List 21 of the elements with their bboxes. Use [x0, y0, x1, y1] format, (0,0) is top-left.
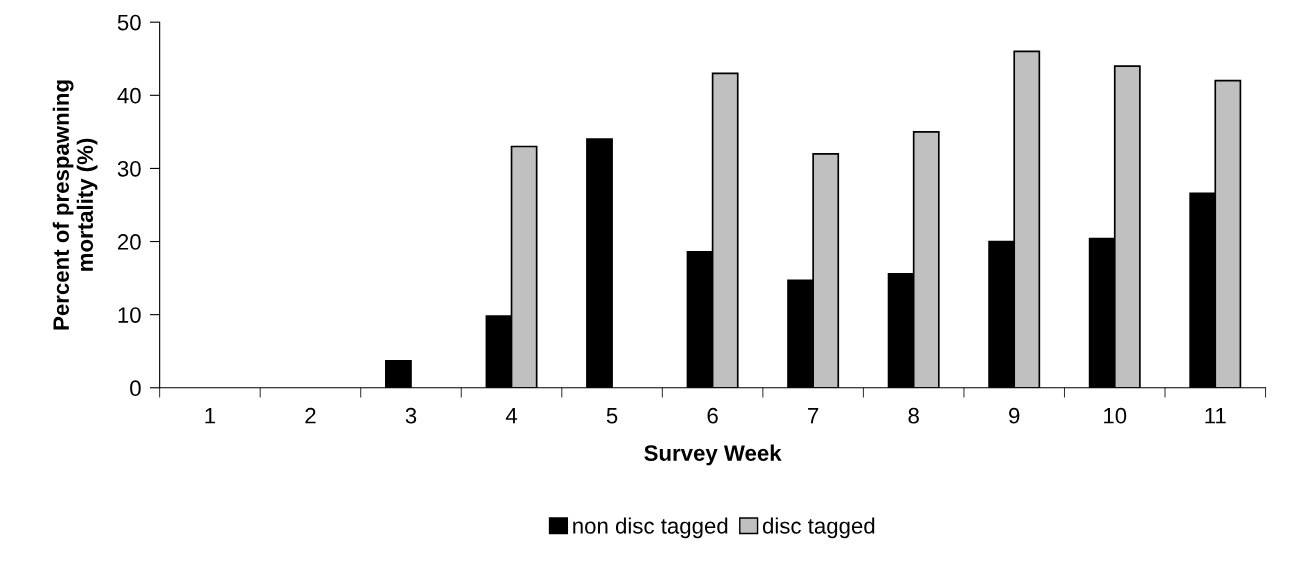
x-tick-label: 1 [205, 408, 216, 424]
y-tick-label: 0 [130, 380, 141, 397]
x-tick-label: 2 [305, 407, 316, 424]
x-axis-title: Survey Week [644, 444, 782, 466]
y-tick-label: 50 [117, 14, 141, 31]
y-tick-label: 10 [118, 307, 141, 323]
x-tick-label: 11 [1205, 408, 1226, 424]
x-tick-label: 3 [405, 407, 417, 424]
legend-label: non disc tagged [573, 517, 728, 539]
y-axis-title: Percent of prespawning mortality (%) [52, 80, 98, 330]
x-tick-label: 5 [606, 408, 618, 424]
x-tick-label: 4 [505, 408, 518, 424]
y-tick-label: 20 [118, 234, 141, 250]
x-tick-label: 6 [707, 407, 718, 424]
x-tick-label: 10 [1104, 407, 1127, 424]
y-tick-label: 30 [117, 160, 141, 177]
x-tick-label: 8 [908, 407, 919, 424]
x-tick-label: 9 [1009, 407, 1020, 424]
legend-label: disc tagged [762, 517, 875, 539]
y-tick-label: 40 [117, 87, 141, 104]
x-tick-label: 7 [808, 408, 819, 424]
